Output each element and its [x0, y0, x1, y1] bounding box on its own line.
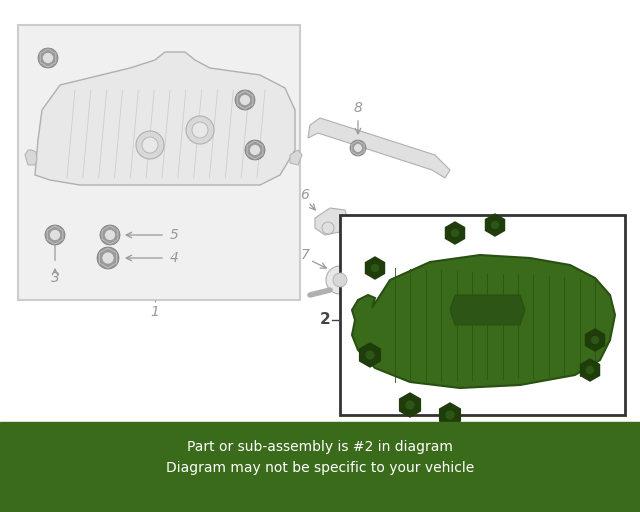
FancyBboxPatch shape [18, 25, 300, 300]
Circle shape [371, 263, 380, 272]
Circle shape [350, 140, 366, 156]
Text: 1: 1 [150, 305, 159, 319]
Circle shape [590, 335, 600, 345]
Polygon shape [445, 222, 465, 244]
Polygon shape [450, 295, 525, 325]
Circle shape [586, 366, 595, 375]
Circle shape [365, 350, 375, 360]
Text: 2: 2 [319, 312, 330, 328]
Circle shape [245, 140, 265, 160]
Circle shape [42, 53, 54, 63]
Text: Diagram may not be specific to your vehicle: Diagram may not be specific to your vehi… [166, 461, 474, 475]
Text: 6: 6 [301, 188, 309, 202]
Polygon shape [486, 214, 504, 236]
Polygon shape [35, 52, 295, 185]
Circle shape [192, 122, 208, 138]
Polygon shape [365, 257, 385, 279]
Polygon shape [440, 403, 460, 427]
Circle shape [322, 222, 334, 234]
Circle shape [38, 48, 58, 68]
Circle shape [490, 220, 500, 229]
Polygon shape [290, 150, 302, 165]
Circle shape [104, 229, 115, 241]
Polygon shape [399, 393, 420, 417]
Circle shape [239, 95, 250, 105]
Polygon shape [360, 343, 380, 367]
Circle shape [326, 266, 354, 294]
Polygon shape [308, 118, 450, 178]
Text: 7: 7 [301, 248, 309, 262]
Circle shape [333, 273, 347, 287]
Circle shape [45, 225, 65, 245]
Circle shape [354, 143, 362, 153]
Circle shape [97, 247, 119, 269]
Polygon shape [352, 255, 615, 388]
Circle shape [142, 137, 158, 153]
Circle shape [100, 225, 120, 245]
Polygon shape [586, 329, 605, 351]
FancyBboxPatch shape [340, 215, 625, 415]
FancyBboxPatch shape [0, 422, 640, 512]
Circle shape [250, 144, 260, 156]
Circle shape [102, 252, 114, 264]
Text: 4: 4 [170, 251, 179, 265]
Polygon shape [580, 359, 600, 381]
Circle shape [445, 410, 455, 420]
Circle shape [235, 90, 255, 110]
Polygon shape [315, 208, 348, 235]
Circle shape [136, 131, 164, 159]
Text: 5: 5 [170, 228, 179, 242]
Text: Part or sub-assembly is #2 in diagram: Part or sub-assembly is #2 in diagram [187, 440, 453, 454]
Circle shape [49, 229, 61, 241]
Circle shape [405, 400, 415, 410]
Circle shape [451, 228, 460, 238]
Text: 8: 8 [353, 101, 362, 115]
Circle shape [186, 116, 214, 144]
Polygon shape [25, 150, 37, 165]
Text: 3: 3 [51, 271, 60, 285]
